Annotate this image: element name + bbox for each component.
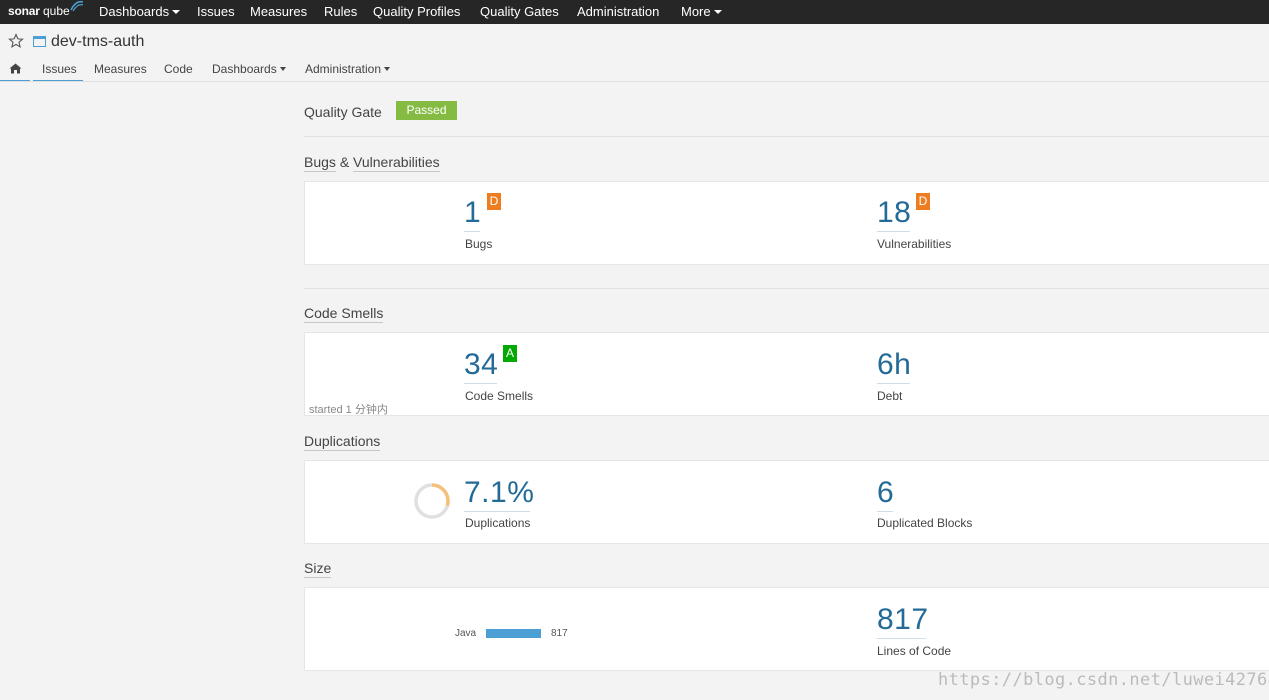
duplicated-blocks-underline	[877, 511, 893, 512]
favorite-star-icon[interactable]	[8, 33, 24, 49]
caret-down-icon	[384, 66, 391, 71]
bugs-label: Bugs	[465, 237, 493, 251]
language-name: Java	[455, 628, 477, 639]
nav-more[interactable]: More	[681, 4, 722, 19]
vulnerabilities-count-underline	[877, 231, 910, 232]
bugs-vulnerabilities-card	[304, 181, 1269, 265]
code-smells-card	[304, 332, 1269, 416]
project-icon	[33, 36, 46, 47]
size-title[interactable]: Size	[304, 560, 332, 578]
divider	[304, 288, 1269, 289]
lines-of-code-underline	[877, 638, 926, 639]
duplications-donut-arc	[414, 483, 450, 519]
tab-administration-label: Administration	[305, 62, 382, 76]
size-card	[304, 587, 1269, 671]
logo-text-sonar: sonar	[8, 4, 40, 18]
code-smells-count[interactable]: 34	[464, 348, 499, 381]
debt-label: Debt	[877, 389, 903, 403]
nav-dashboards-label: Dashboards	[99, 4, 170, 19]
bugs-title-link[interactable]: Bugs	[304, 154, 336, 172]
title-ampersand: &	[339, 154, 350, 170]
top-navbar: sonar qube Dashboards Issues Measures Ru…	[0, 0, 1269, 24]
tab-dashboards-label: Dashboards	[212, 62, 277, 76]
bugs-rating-badge[interactable]: D	[487, 193, 501, 210]
debt-value[interactable]: 6h	[877, 348, 912, 381]
code-smells-title[interactable]: Code Smells	[304, 305, 384, 323]
tab-issues[interactable]: Issues	[42, 62, 77, 76]
lines-of-code-label: Lines of Code	[877, 644, 952, 658]
tab-dashboards[interactable]: Dashboards	[212, 62, 286, 76]
bugs-count[interactable]: 1	[464, 196, 482, 229]
vulnerabilities-title-link[interactable]: Vulnerabilities	[353, 154, 440, 172]
duplications-percent-underline	[464, 511, 530, 512]
home-icon[interactable]	[9, 63, 22, 74]
watermark-text: https://blog.csdn.net/luwei42768	[938, 670, 1269, 690]
tab-code[interactable]: Code	[164, 62, 193, 76]
analysis-started-text: started 1 分钟内	[309, 404, 388, 416]
quality-gate-label: Quality Gate	[304, 104, 382, 120]
duplicated-blocks-count[interactable]: 6	[877, 476, 895, 509]
logo-arc-icon	[70, 0, 84, 12]
duplications-donut-icon	[414, 483, 450, 519]
caret-down-icon	[713, 9, 722, 14]
lines-of-code-count[interactable]: 817	[877, 603, 929, 636]
nav-administration[interactable]: Administration	[577, 4, 660, 19]
code-smells-label: Code Smells	[465, 389, 534, 403]
quality-gate-status-badge[interactable]: Passed	[396, 101, 457, 120]
project-name[interactable]: dev-tms-auth	[51, 33, 145, 50]
language-bar[interactable]	[486, 629, 541, 638]
bugs-vulnerabilities-title: Bugs & Vulnerabilities	[304, 154, 440, 172]
vulnerabilities-label: Vulnerabilities	[877, 237, 952, 251]
duplicated-blocks-label: Duplicated Blocks	[877, 516, 973, 530]
duplications-label: Duplications	[465, 516, 531, 530]
logo-text-qube: qube	[43, 4, 70, 18]
code-smells-count-underline	[464, 383, 497, 384]
nav-rules[interactable]: Rules	[324, 4, 358, 19]
duplications-percent[interactable]: 7.1%	[464, 476, 535, 509]
duplications-card	[304, 460, 1269, 544]
vulnerabilities-count[interactable]: 18	[877, 196, 912, 229]
subnav-divider	[0, 81, 1269, 82]
duplications-title[interactable]: Duplications	[304, 433, 381, 451]
nav-issues[interactable]: Issues	[197, 4, 235, 19]
tab-administration[interactable]: Administration	[305, 62, 391, 76]
caret-down-icon	[279, 66, 286, 71]
debt-value-underline	[877, 383, 910, 384]
nav-measures[interactable]: Measures	[250, 4, 308, 19]
nav-quality-gates[interactable]: Quality Gates	[480, 4, 559, 19]
caret-down-icon	[172, 9, 181, 14]
nav-quality-profiles[interactable]: Quality Profiles	[373, 4, 461, 19]
tab-measures[interactable]: Measures	[94, 62, 147, 76]
vulnerabilities-rating-badge[interactable]: D	[916, 193, 930, 210]
divider	[304, 136, 1269, 137]
bugs-count-underline	[464, 231, 480, 232]
nav-dashboards[interactable]: Dashboards	[99, 4, 181, 19]
nav-more-label: More	[681, 4, 711, 19]
code-smells-rating-badge[interactable]: A	[503, 345, 517, 362]
language-lines-value: 817	[551, 628, 568, 639]
